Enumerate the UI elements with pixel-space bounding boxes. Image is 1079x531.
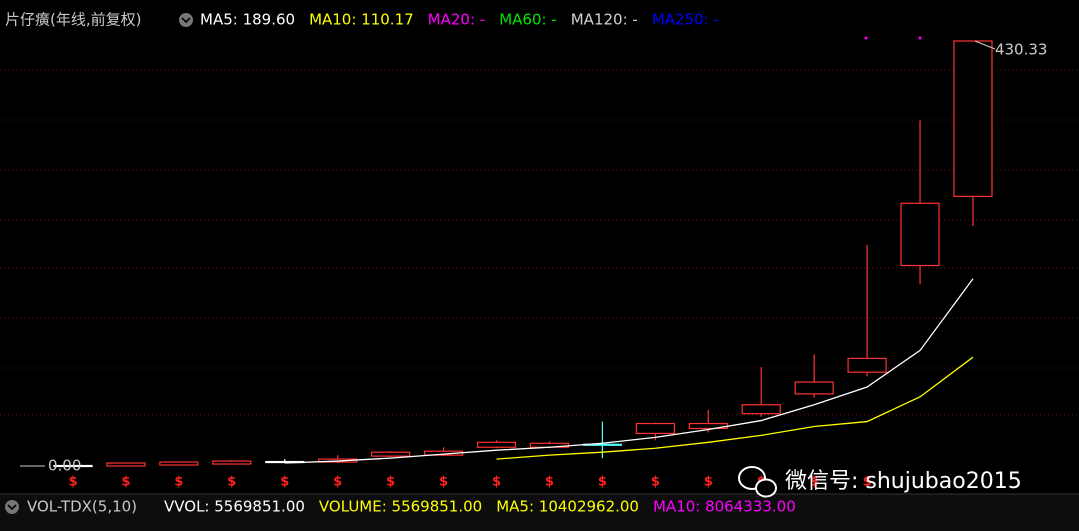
candle-body [741,404,781,415]
legend-label: MA20: - [428,11,486,29]
legend-label: MA60: - [499,11,557,29]
candle-body [159,461,199,466]
max-label: 430.33 [995,41,1048,59]
ma-line [496,356,974,460]
dropdown-icon[interactable] [179,13,193,27]
candle-body [847,357,887,373]
chart-title: 片仔癀(年线,前复权) [5,11,141,29]
volume-label: VVOL: 5569851.00 [164,498,305,516]
dividend-flag: $ [386,475,395,490]
dropdown-icon[interactable] [5,500,19,514]
volume-title: VOL-TDX(5,10) [27,498,137,516]
candle-body [794,381,834,395]
max-arrow [974,40,996,50]
dividend-flag: $ [598,475,607,490]
dividend-flag: $ [863,475,872,490]
dot [864,36,868,40]
min-label: 0.00 [48,457,81,475]
candle-body [476,441,517,448]
candle-body [900,202,940,267]
chevron [181,17,191,24]
volume-bar [0,494,1079,531]
dividend-flag: $ [68,475,77,490]
volume-label: MA10: 8064333.00 [653,498,796,516]
candle-body [371,451,411,457]
wechat-icon [738,466,777,498]
dividend-flag: $ [704,475,713,490]
ma-line [284,278,974,464]
dividend-flag: $ [121,475,130,490]
dot [918,36,922,40]
legend-label: MA5: 189.60 [200,11,295,29]
legend-label: MA10: 110.17 [309,11,414,29]
dividend-flag: $ [492,475,501,490]
dividend-flag: $ [810,475,819,490]
candle-body [53,464,93,468]
candle-body [212,460,252,465]
legend-label: MA250: - [652,11,719,29]
dividend-flag: $ [280,475,289,490]
dividend-flag: $ [651,475,660,490]
legend-label: MA120: - [571,11,638,29]
dividend-flag: $ [333,475,342,490]
candle-body [106,462,146,467]
candle-body [953,40,993,197]
volume-label: VOLUME: 5569851.00 [319,498,482,516]
chevron [7,504,17,511]
dividend-flag: $ [174,475,183,490]
candle-body [635,422,675,435]
dividend-flag: $ [439,475,448,490]
dividend-flag: $ [227,475,236,490]
dividend-flag: $ [545,475,554,490]
volume-label: MA5: 10402962.00 [496,498,639,516]
watermark: 微信号: shujubao2015 [785,469,1022,494]
